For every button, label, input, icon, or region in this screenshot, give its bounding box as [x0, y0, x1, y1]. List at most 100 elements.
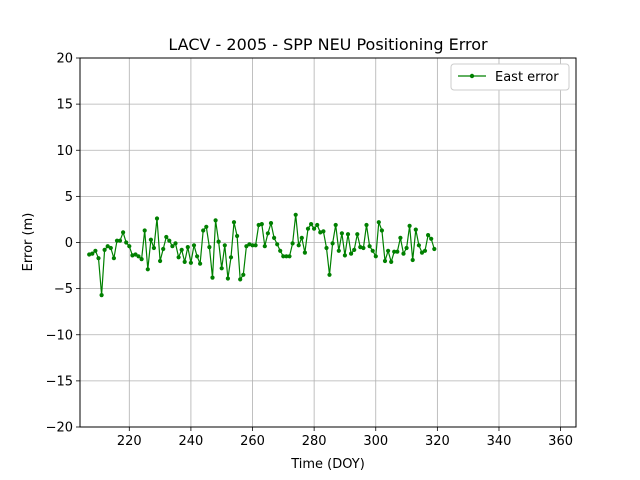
- data-point: [410, 257, 415, 263]
- data-point: [281, 254, 286, 259]
- data-point: [321, 229, 326, 234]
- x-tick-label: 360: [548, 434, 573, 449]
- data-point: [422, 248, 428, 253]
- data-point: [253, 243, 258, 248]
- data-point: [330, 241, 335, 246]
- data-point: [102, 247, 107, 252]
- data-point: [315, 222, 320, 228]
- data-point: [324, 245, 329, 251]
- data-point: [312, 226, 317, 231]
- y-tick-label: −5: [54, 282, 73, 297]
- data-point: [287, 254, 292, 259]
- x-axis-label: Time (DOY): [290, 457, 365, 472]
- data-point: [309, 222, 314, 227]
- data-point: [182, 259, 187, 264]
- data-point: [296, 243, 301, 248]
- ticks: 220 240 260 280 300 320 340 360 −20 −15 −10 −5 0 5 10 1…: [46, 52, 573, 450]
- data-point: [241, 272, 246, 277]
- x-tick-label: 320: [425, 434, 450, 449]
- data-point: [231, 220, 237, 225]
- data-point: [111, 256, 116, 261]
- data-point: [151, 245, 156, 251]
- y-tick-label: 15: [56, 98, 73, 113]
- data-point: [210, 275, 215, 280]
- legend-label-east-error: East error: [495, 70, 559, 85]
- data-point: [105, 244, 110, 249]
- data-point: [392, 249, 397, 254]
- data-point: [127, 244, 132, 249]
- data-point: [407, 223, 412, 228]
- data-point: [108, 245, 113, 251]
- data-point: [404, 245, 409, 251]
- data-point: [222, 243, 227, 248]
- y-tick-label: −10: [46, 328, 73, 343]
- data-point: [416, 243, 421, 248]
- data-point: [139, 257, 144, 262]
- data-point: [244, 244, 249, 249]
- y-tick-label: 10: [56, 144, 73, 159]
- x-tick-label: 340: [487, 434, 512, 449]
- data-point: [262, 244, 267, 249]
- legend-marker-east-error: [469, 73, 475, 79]
- data-point: [228, 255, 234, 260]
- data-point: [121, 230, 126, 235]
- x-tick-label: 260: [240, 434, 265, 449]
- data-point: [373, 254, 378, 259]
- legend: East error: [450, 63, 570, 91]
- data-point: [293, 212, 298, 217]
- data-point: [216, 239, 221, 244]
- data-point: [167, 238, 172, 243]
- y-tick-label: 0: [65, 236, 73, 251]
- data-point: [201, 228, 206, 233]
- data-point: [426, 233, 431, 238]
- data-point: [93, 248, 98, 253]
- chart-title: LACV - 2005 - SPP NEU Positioning Error: [168, 35, 488, 54]
- series-line-east-error: [89, 214, 435, 296]
- data-point: [398, 235, 403, 240]
- data-point: [136, 254, 141, 259]
- data-point: [302, 250, 307, 255]
- data-point: [198, 261, 203, 266]
- data-point: [299, 235, 304, 240]
- data-point: [176, 255, 181, 260]
- data-point: [90, 251, 95, 256]
- data-point: [349, 251, 354, 256]
- data-point: [188, 260, 193, 265]
- y-tick-label: −15: [46, 374, 73, 389]
- data-point: [386, 248, 391, 253]
- data-point: [164, 234, 169, 240]
- data-point: [361, 245, 366, 251]
- data-point: [250, 243, 255, 248]
- data-point: [195, 254, 200, 259]
- x-tick-label: 300: [363, 434, 388, 449]
- data-point: [124, 240, 129, 245]
- data-point: [117, 238, 123, 243]
- data-point: [432, 246, 437, 252]
- data-point: [389, 259, 394, 264]
- data-point: [114, 238, 120, 243]
- y-axis-label: Error (m): [21, 213, 36, 272]
- data-point: [336, 248, 341, 253]
- x-tick-label: 220: [117, 434, 142, 449]
- data-point: [395, 249, 400, 254]
- data-point: [204, 224, 209, 229]
- data-point: [352, 247, 357, 252]
- data-point: [401, 251, 406, 256]
- data-point: [158, 258, 163, 264]
- data-point: [272, 235, 277, 240]
- data-point: [290, 241, 295, 246]
- data-point: [364, 222, 369, 228]
- y-tick-label: −20: [46, 421, 73, 436]
- data-point: [173, 241, 178, 246]
- data-point: [345, 232, 351, 237]
- plot-area: [87, 212, 437, 298]
- data-point: [145, 267, 150, 272]
- data-point: [213, 218, 218, 223]
- data-point: [305, 226, 311, 231]
- data-point: [235, 233, 240, 239]
- data-point: [185, 245, 190, 250]
- data-point: [265, 231, 270, 236]
- data-point: [327, 272, 332, 277]
- x-tick-label: 280: [302, 434, 327, 449]
